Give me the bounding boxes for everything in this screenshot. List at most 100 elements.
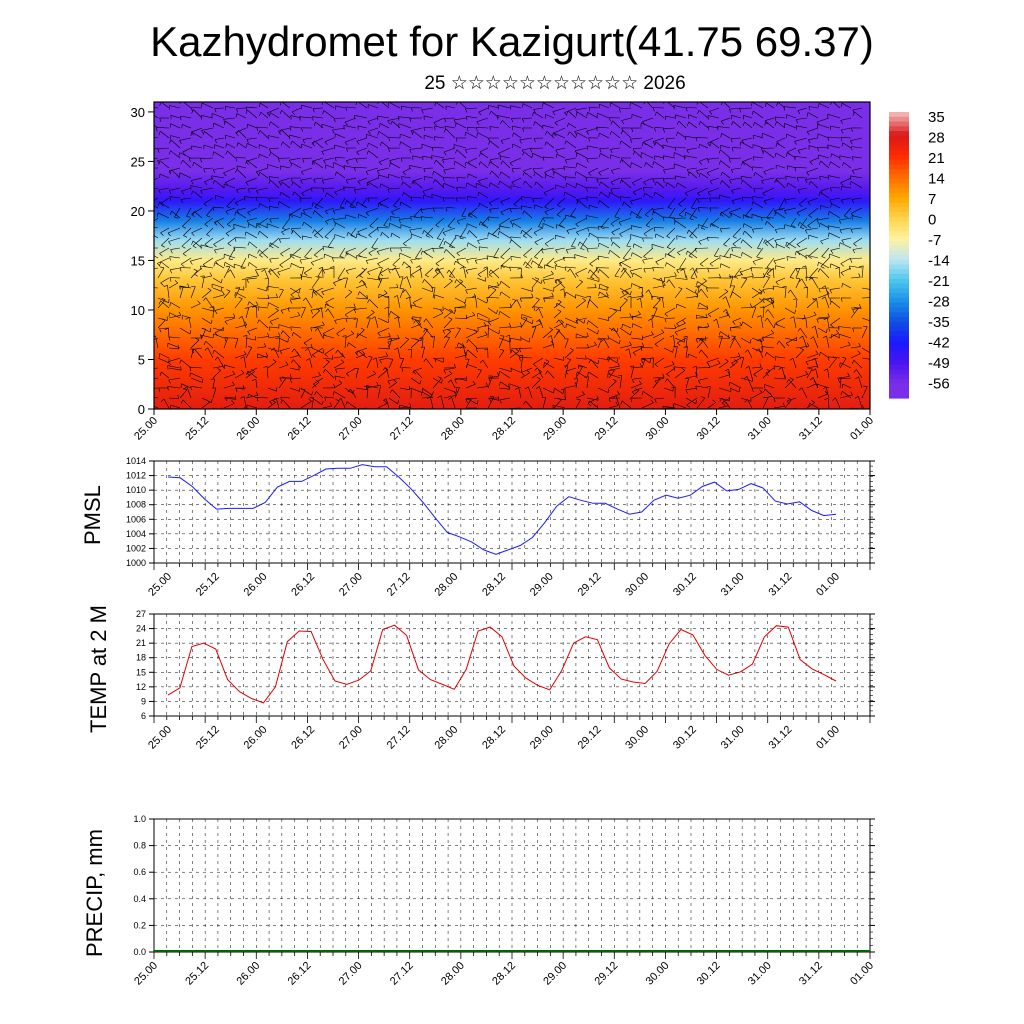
colorbar-swatch	[889, 112, 909, 118]
wind-barb-flag	[291, 348, 295, 353]
wind-barb	[631, 225, 643, 229]
wind-barb	[729, 356, 741, 359]
wind-barb-flag	[240, 396, 245, 399]
wind-barb	[858, 376, 863, 389]
wind-barb	[621, 179, 632, 189]
wind-barb	[449, 237, 456, 247]
wind-barb-flag	[402, 261, 405, 266]
wind-barb-flag	[632, 151, 636, 156]
wind-barb	[289, 287, 300, 294]
wind-barb-flag	[325, 192, 327, 197]
y-tick-label: 1006	[126, 514, 146, 524]
wind-barb	[289, 157, 302, 161]
wind-barb	[377, 327, 390, 334]
wind-barb-flag	[145, 168, 146, 172]
wind-barb-flag	[277, 271, 281, 276]
wind-barb	[553, 127, 566, 134]
wind-barb-flag	[588, 107, 591, 112]
wind-barb	[245, 307, 249, 319]
wind-barb	[291, 162, 302, 169]
wind-barb	[599, 269, 610, 279]
wind-barb-flag	[409, 229, 412, 234]
wind-barb-flag	[560, 319, 564, 323]
wind-barb	[673, 335, 676, 349]
wind-barb	[838, 377, 852, 380]
wind-barb	[322, 246, 335, 249]
wind-barb	[776, 179, 786, 189]
wind-barb-flag	[455, 197, 458, 202]
wind-barb	[478, 177, 489, 182]
wind-barb	[377, 227, 390, 229]
wind-barb	[300, 401, 312, 409]
wind-barb	[476, 386, 488, 389]
wind-barb	[157, 267, 165, 279]
y-tick-label: 1000	[126, 558, 146, 568]
wind-barb	[817, 133, 830, 139]
wind-barb-flag	[816, 318, 819, 323]
wind-barb-flag	[389, 162, 391, 167]
wind-barb-flag	[315, 276, 320, 278]
wind-barb	[190, 286, 196, 299]
x-tick-label: 26.00	[242, 724, 270, 752]
wind-barb	[422, 250, 434, 259]
wind-barb-flag	[818, 192, 821, 197]
wind-barb	[720, 144, 731, 149]
wind-barb	[667, 197, 676, 208]
wind-barb-flag	[596, 127, 598, 132]
wind-barb	[334, 144, 346, 149]
wind-barb	[619, 375, 623, 389]
wind-barb-flag	[533, 109, 536, 114]
wind-barb-flag	[770, 299, 775, 303]
wind-barb	[377, 167, 390, 171]
wind-barb	[160, 277, 170, 284]
wind-barb-flag	[774, 240, 778, 244]
wind-barb-flag	[289, 299, 293, 304]
wind-barb	[669, 207, 676, 218]
wind-barb-flag	[402, 289, 406, 293]
wind-barb-flag	[522, 410, 523, 414]
x-tick-label: 01.00	[814, 724, 842, 752]
wind-barb	[723, 247, 731, 257]
wind-barb-flag	[416, 265, 420, 268]
wind-barb-flag	[449, 278, 453, 282]
wind-barb-flag	[290, 326, 292, 331]
wind-barb	[558, 319, 566, 329]
wind-barb	[321, 147, 335, 152]
wind-barb	[828, 232, 841, 239]
wind-barb	[817, 123, 830, 129]
wind-barb	[321, 287, 335, 293]
wind-barb	[335, 105, 346, 109]
wind-barb-flag	[191, 348, 195, 353]
wind-barb-flag	[688, 255, 693, 258]
wind-barb-flag	[840, 120, 843, 124]
x-tick-label: 30.00	[623, 571, 651, 599]
wind-barb-flag	[558, 279, 562, 283]
wind-barb-flag	[207, 287, 212, 291]
wind-barb-flag	[812, 298, 817, 301]
colorbar-label: -49	[928, 355, 950, 372]
wind-barb	[686, 147, 698, 151]
wind-barb	[334, 187, 346, 193]
wind-barb	[477, 312, 489, 319]
colorbar-swatch	[889, 173, 909, 180]
wind-barb	[761, 147, 775, 149]
wind-barb-flag	[556, 214, 561, 218]
wind-barb	[689, 227, 698, 237]
x-tick-label: 28.12	[480, 724, 508, 752]
wind-barb-flag	[649, 357, 654, 359]
wind-barb-flag	[566, 110, 569, 115]
wind-barb-flag	[850, 175, 852, 180]
wind-barb	[587, 145, 599, 149]
wind-barb	[432, 287, 436, 299]
wind-barb-flag	[529, 338, 531, 343]
wind-barb	[662, 177, 676, 180]
wind-barb-flag	[575, 162, 578, 167]
wind-barb	[566, 182, 577, 189]
wind-barb	[518, 387, 522, 399]
wind-barb-flag	[448, 370, 453, 374]
wind-barb-flag	[731, 247, 733, 252]
wind-barb	[366, 177, 379, 183]
wind-barb	[204, 237, 214, 245]
wind-barb-flag	[533, 172, 536, 177]
wind-barb	[235, 157, 247, 159]
